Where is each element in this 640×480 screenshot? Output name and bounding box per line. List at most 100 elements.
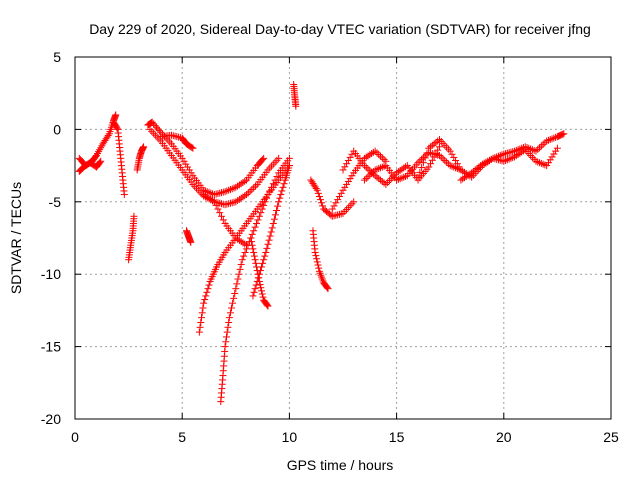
- data-point: [151, 122, 159, 130]
- data-point: [259, 156, 267, 164]
- data-point: [180, 157, 188, 165]
- data-point: [416, 168, 424, 176]
- data-point: [225, 186, 233, 194]
- data-point: [244, 189, 252, 197]
- data-point: [402, 163, 410, 171]
- data-point: [396, 175, 404, 183]
- data-point: [464, 171, 472, 179]
- data-point: [350, 198, 358, 206]
- data-point: [268, 183, 276, 191]
- data-point: [250, 248, 258, 256]
- data-point: [505, 155, 513, 163]
- data-point: [316, 196, 324, 204]
- data-point: [459, 175, 467, 183]
- data-point: [543, 162, 551, 170]
- data-point: [319, 202, 327, 210]
- plot-frame: [74, 56, 612, 420]
- data-point: [478, 160, 486, 168]
- data-point: [378, 178, 386, 186]
- data-point: [553, 144, 561, 152]
- data-point: [258, 290, 266, 298]
- data-point: [250, 227, 258, 235]
- data-point: [203, 288, 211, 296]
- data-point: [233, 280, 241, 288]
- data-point: [260, 154, 268, 162]
- data-point: [418, 155, 426, 163]
- data-point: [482, 158, 490, 166]
- data-point: [150, 120, 158, 128]
- data-point: [380, 156, 388, 164]
- data-point: [418, 164, 426, 172]
- data-point: [255, 212, 263, 220]
- data-point: [200, 191, 208, 199]
- data-point: [534, 145, 542, 153]
- data-point: [209, 197, 217, 205]
- data-point: [266, 232, 274, 240]
- data-point: [188, 144, 196, 151]
- data-point: [343, 180, 351, 188]
- data-point: [334, 196, 342, 204]
- data-point: [155, 127, 163, 135]
- data-point: [185, 166, 193, 174]
- data-point: [437, 153, 445, 161]
- data-point: [402, 172, 410, 180]
- data-point: [550, 150, 558, 158]
- data-point: [197, 318, 205, 326]
- data-point: [312, 185, 320, 193]
- data-point: [263, 194, 271, 202]
- x-tick-label: 15: [389, 429, 405, 445]
- data-point: [428, 141, 436, 149]
- data-point: [187, 169, 195, 177]
- y-tick-label: -15: [41, 339, 61, 355]
- data-point: [453, 160, 461, 168]
- data-point: [197, 314, 205, 322]
- data-point: [235, 195, 243, 203]
- data-point: [343, 160, 351, 168]
- data-point: [450, 153, 458, 161]
- data-point: [396, 166, 404, 174]
- data-point: [104, 131, 112, 139]
- data-point: [251, 223, 259, 231]
- data-point: [285, 154, 293, 162]
- data-point: [274, 202, 282, 210]
- data-point: [207, 189, 215, 197]
- data-point: [260, 256, 268, 264]
- data-point: [462, 172, 470, 180]
- data-point: [344, 178, 352, 186]
- data-point: [459, 167, 467, 175]
- data-point: [235, 236, 243, 244]
- data-point: [473, 164, 481, 172]
- data-point: [92, 152, 100, 160]
- data-point: [200, 299, 208, 307]
- data-point: [430, 140, 438, 148]
- data-point: [455, 163, 463, 171]
- data-point: [275, 154, 283, 162]
- data-point: [341, 183, 349, 191]
- data-point: [537, 159, 545, 167]
- data-point: [152, 123, 160, 131]
- data-point: [269, 220, 277, 228]
- data-point: [368, 150, 376, 158]
- data-point: [205, 194, 213, 202]
- data-point: [348, 172, 356, 180]
- data-point: [257, 209, 265, 217]
- data-point: [232, 198, 240, 206]
- data-point: [536, 144, 544, 152]
- data-point: [364, 165, 372, 173]
- x-tick-label: 25: [603, 429, 619, 445]
- data-point: [263, 244, 271, 252]
- data-point: [247, 234, 255, 242]
- data-point: [263, 301, 271, 309]
- data-point: [378, 163, 386, 171]
- data-point: [364, 173, 372, 181]
- x-tick-label: 20: [496, 429, 512, 445]
- data-point: [140, 143, 148, 151]
- data-point: [528, 153, 536, 161]
- data-point: [178, 154, 186, 162]
- data-point: [311, 248, 319, 256]
- data-point: [229, 299, 237, 307]
- data-point: [251, 182, 259, 190]
- data-point: [511, 153, 519, 161]
- data-point: [248, 230, 256, 238]
- data-point: [313, 258, 321, 266]
